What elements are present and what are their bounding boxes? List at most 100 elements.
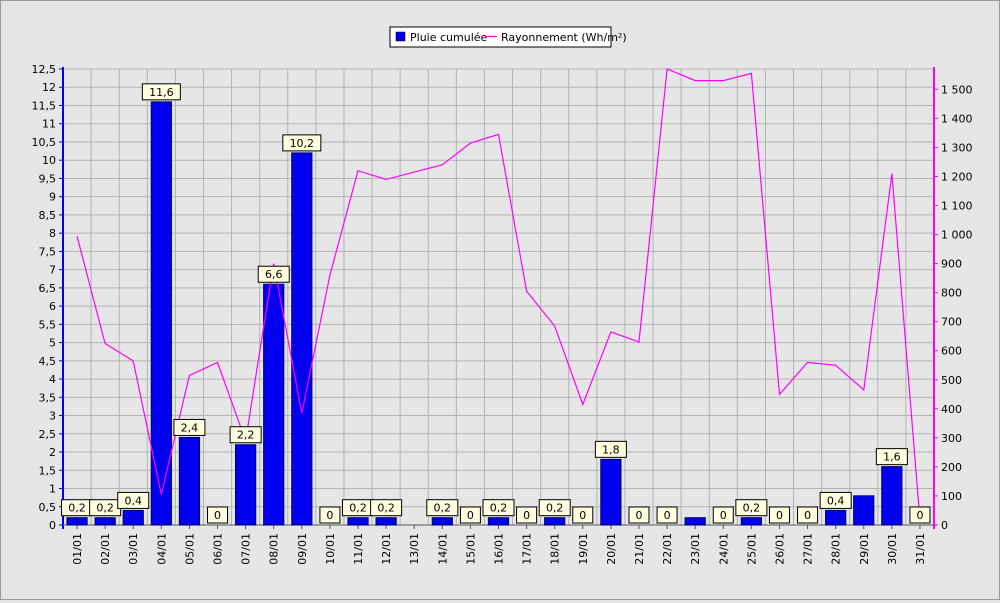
data-label-box [516,506,538,524]
left-tick-label: 4,5 [39,355,57,368]
data-label-box [768,506,790,524]
x-tick-label: 29/01 [858,533,871,565]
right-tick-label: 0 [941,519,948,532]
left-tick-label: 12 [42,81,56,94]
data-label-text: 1,6 [883,451,901,464]
data-label: 0,2 [538,499,571,517]
right-tick-label: 300 [941,432,962,445]
x-tick-label: 01/01 [71,533,84,565]
data-label: 0 [628,506,650,524]
bar[interactable] [881,466,903,526]
legend: Pluie cumulée Rayonnement (Wh/m²) [389,26,627,48]
left-tick-label: 0,5 [39,501,57,514]
data-label-text: 10,2 [290,137,315,150]
right-tick-label: 100 [941,490,962,503]
data-label: 0 [712,506,734,524]
right-tick-label: 200 [941,461,962,474]
x-tick-label: 11/01 [352,533,365,565]
data-label-text: 6,6 [265,268,283,281]
data-label-box [482,499,515,517]
left-tick-label: 10 [42,154,56,167]
bar[interactable] [853,495,875,526]
bar[interactable] [825,509,847,526]
data-label-box [628,506,650,524]
data-label: 0,2 [426,499,459,517]
bar[interactable] [94,517,116,526]
x-tick-label: 12/01 [380,533,393,565]
data-label-box [426,499,459,517]
data-label-box [819,491,852,509]
right-axis-ticks: 0 100 200 300 400 500 600 700 800 900 1 000 1 100 1 … [934,83,973,532]
data-label: 0 [768,506,790,524]
bar[interactable] [487,517,510,526]
data-label: 0,2 [735,499,768,517]
bar[interactable] [375,517,397,526]
x-tick-label: 15/01 [464,533,477,565]
x-tick-label: 04/01 [155,533,168,565]
x-tick-label: 23/01 [689,533,702,565]
data-label: 11,6 [141,83,181,101]
bar[interactable] [150,101,172,526]
x-tick-label: 21/01 [633,533,646,565]
data-label: 6,6 [257,265,290,283]
bar[interactable] [347,517,369,526]
bar[interactable] [544,517,566,526]
x-tick-label: 27/01 [802,533,815,565]
x-tick-label: 31/01 [914,533,927,565]
data-label-text: 0,2 [546,502,564,515]
data-label: 0 [797,506,819,524]
data-label-text: 0,2 [349,502,367,515]
bar[interactable] [431,517,453,526]
x-tick-label: 07/01 [240,533,253,565]
bar[interactable] [291,152,313,526]
bar[interactable] [263,283,285,526]
left-tick-label: 8 [49,227,56,240]
left-tick-label: 12,5 [32,63,57,76]
data-label-box [229,426,262,444]
bar[interactable] [122,509,144,526]
data-label-text: 1,8 [602,443,620,456]
data-label: 1,8 [594,440,627,458]
bar[interactable] [178,436,201,526]
data-label-text: 0 [664,509,671,522]
legend-box [389,26,612,48]
left-tick-label: 8,5 [39,209,57,222]
data-label-text: 0 [214,509,221,522]
bar[interactable] [684,517,706,526]
data-label-box [141,83,181,101]
data-label: 0 [207,506,229,524]
bar-series [66,101,903,526]
data-label-text: 0 [776,509,783,522]
data-label: 0,2 [61,499,94,517]
data-label-box [656,506,678,524]
left-tick-label: 1,5 [39,464,57,477]
data-label: 2,2 [229,426,262,444]
left-tick-label: 7 [49,264,56,277]
x-tick-label: 26/01 [773,533,786,565]
x-tick-label: 05/01 [183,533,196,565]
data-label: 0,4 [819,491,852,509]
data-label-text: 0,4 [124,494,142,507]
data-label: 0 [319,506,341,524]
x-tick-label: 13/01 [408,533,421,565]
data-label-box [370,499,403,517]
data-label: 1,6 [875,448,908,466]
data-label-text: 0 [579,509,586,522]
left-tick-label: 4 [49,373,56,386]
right-tick-label: 600 [941,345,962,358]
data-label-text: 0 [467,509,474,522]
bar[interactable] [235,444,257,526]
x-tick-label: 09/01 [296,533,309,565]
x-tick-label: 14/01 [436,533,449,565]
right-tick-label: 1 100 [941,200,973,213]
x-tick-label: 20/01 [605,533,618,565]
x-tick-label: 22/01 [661,533,674,565]
left-tick-label: 1 [49,483,56,496]
x-axis-ticks: 01/01 02/01 03/01 04/01 05/01 06/01 07/01 08/01… [71,525,927,565]
bar[interactable] [740,517,762,526]
bar[interactable] [600,458,622,526]
data-label-text: 0,2 [96,502,114,515]
bar[interactable] [66,517,88,526]
left-tick-label: 7,5 [39,245,57,258]
data-label: 0,2 [342,499,375,517]
